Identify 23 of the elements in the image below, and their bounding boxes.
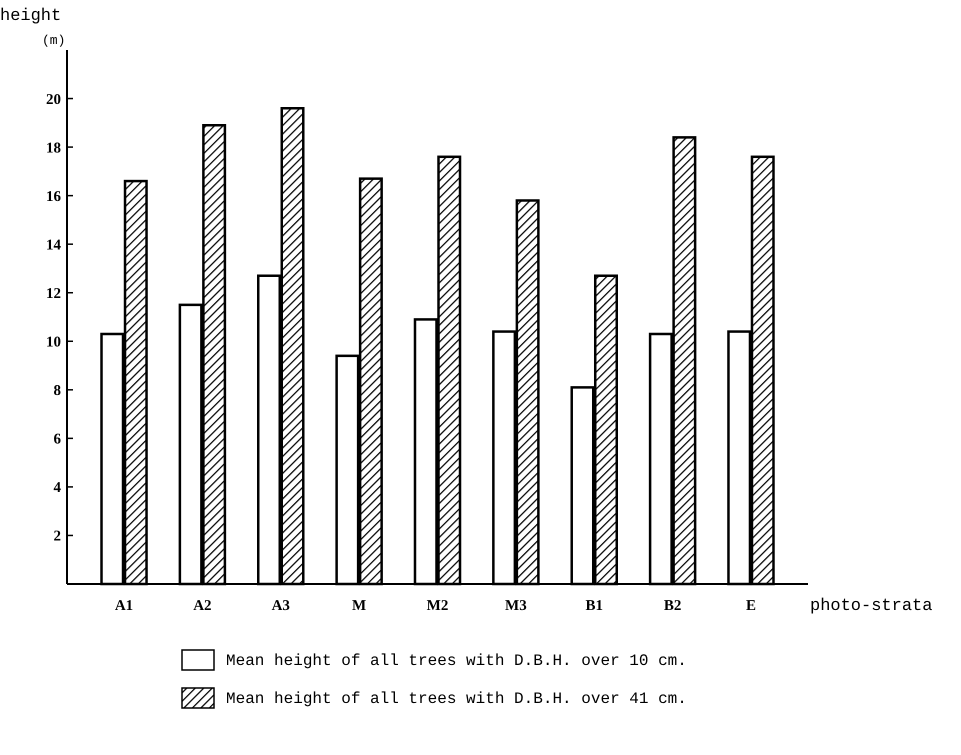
x-tick-label: A3 [272,598,290,614]
y-tick-label: 2 [54,528,61,545]
y-tick-label: 6 [54,432,62,448]
y-tick-label: 8 [54,383,61,400]
y-tick-label: 14 [46,237,62,254]
x-tick-label: A1 [114,598,134,614]
legend-label: Mean height of all trees with D.B.H. over 41 cm. [226,690,687,708]
x-tick-label: M [352,598,366,614]
y-tick-label: 18 [46,140,61,156]
x-tick-label: M3 [505,598,527,614]
x-tick-label: B1 [585,598,603,614]
x-axis-title: photo-strata [810,597,932,616]
x-tick-label: B2 [664,598,682,614]
legend-label: Mean height of all trees with D.B.H. over 10 cm. [226,652,687,670]
x-tick-label: M2 [426,598,448,614]
x-tick-label: E [746,598,756,614]
y-axis-title: height (m) [0,7,66,48]
x-tick-label: A2 [193,598,212,614]
y-tick-label: 16 [46,188,62,205]
y-tick-label: 10 [46,334,61,351]
y-tick-label: 12 [46,286,61,302]
y-tick-label: 4 [54,480,62,496]
y-tick-label: 20 [46,92,61,108]
